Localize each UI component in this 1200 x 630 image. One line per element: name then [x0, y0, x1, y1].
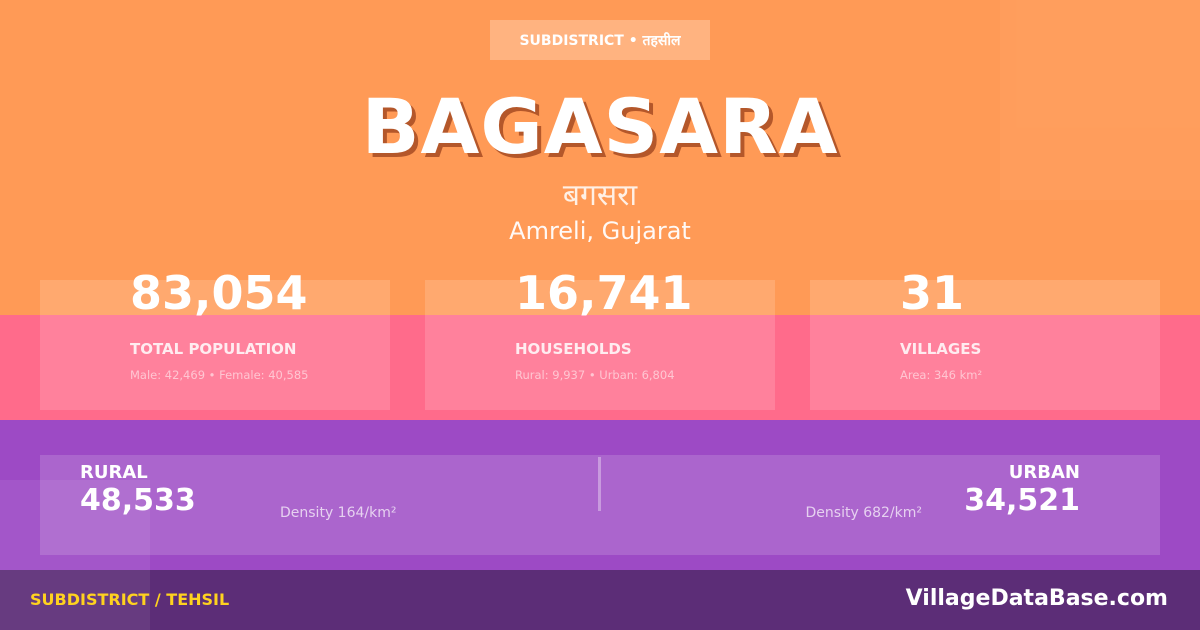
site-link[interactable]: VillageDataBase.com	[905, 586, 1168, 611]
rural-density: Density 164/km²	[280, 505, 397, 521]
footer-category: SUBDISTRICT / TEHSIL	[30, 590, 230, 609]
decorative-square	[0, 480, 150, 630]
rural-label: RURAL	[80, 462, 148, 483]
stat-label: VILLAGES	[900, 340, 982, 358]
stats-band	[0, 315, 1200, 420]
stat-card-villages: 31 VILLAGES Area: 346 km²	[810, 266, 1160, 410]
header-band	[0, 0, 1200, 315]
stat-value: 83,054	[130, 266, 308, 320]
urban-label: URBAN	[1008, 462, 1080, 483]
rural-urban-panel: RURAL 48,533 Density 164/km² Density 682…	[40, 455, 1160, 555]
rural-value: 48,533	[80, 483, 196, 518]
page-title: BAGASARA	[361, 82, 839, 171]
footer-band	[0, 570, 1200, 630]
type-badge: SUBDISTRICT • तहसील	[490, 20, 710, 60]
stat-detail: Male: 42,469 • Female: 40,585	[130, 368, 309, 382]
stat-detail: Area: 346 km²	[900, 368, 983, 382]
stat-card-population: 83,054 TOTAL POPULATION Male: 42,469 • F…	[40, 266, 390, 410]
divider	[598, 457, 601, 511]
location: Amreli, Gujarat	[509, 217, 691, 245]
rural-urban-band	[0, 420, 1200, 570]
urban-density: Density 682/km²	[805, 505, 922, 521]
stat-value: 16,741	[515, 266, 693, 320]
urban-value: 34,521	[964, 483, 1080, 518]
stat-value: 31	[900, 266, 965, 320]
decorative-square	[1000, 0, 1200, 200]
stat-label: TOTAL POPULATION	[130, 340, 297, 358]
stat-detail: Rural: 9,937 • Urban: 6,804	[515, 368, 675, 382]
hindi-title: बगसरा	[562, 178, 638, 213]
stat-label: HOUSEHOLDS	[515, 340, 632, 358]
stat-card-households: 16,741 HOUSEHOLDS Rural: 9,937 • Urban: …	[425, 266, 775, 410]
